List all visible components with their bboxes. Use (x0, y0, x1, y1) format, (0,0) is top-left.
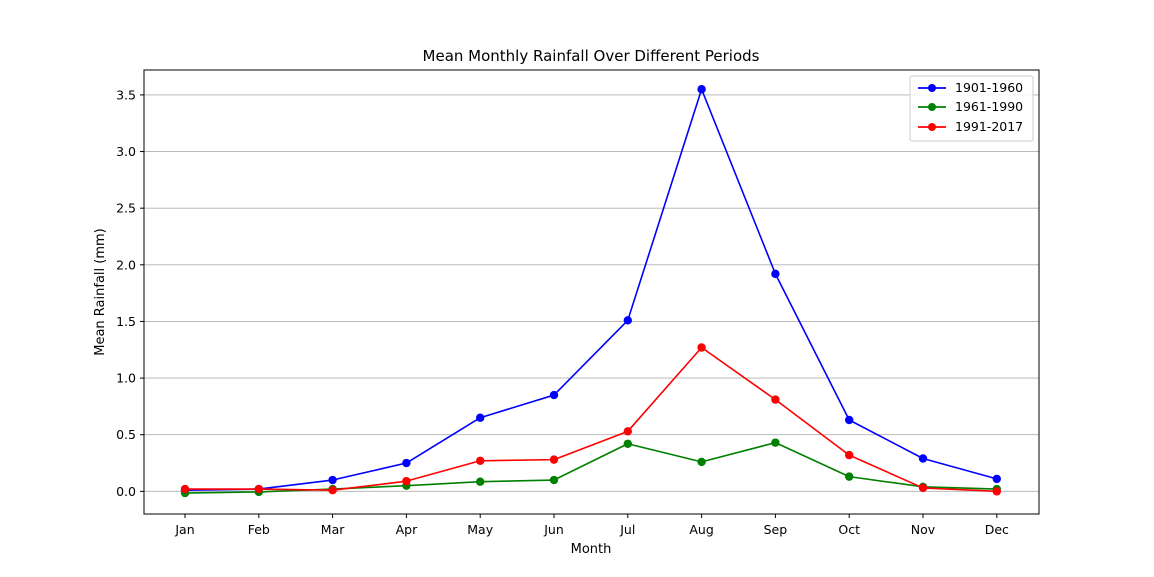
x-tick-label-jun: Jun (543, 522, 564, 537)
data-point-1961-1990-may (476, 477, 485, 486)
data-point-1901-1960-dec (992, 474, 1001, 484)
data-point-1991-2017-jan (180, 484, 190, 494)
data-point-1961-1990-sep (771, 438, 780, 447)
data-point-1901-1960-oct (845, 415, 854, 425)
data-point-1991-2017-dec (992, 487, 1001, 496)
series-line-1901-1960 (184, 88, 998, 492)
legend-label-1961-1990: 1961-1990 (955, 99, 1023, 114)
data-point-1961-1990-aug (697, 457, 706, 467)
x-tick-label-dec: Dec (985, 522, 1009, 537)
x-tick-label-jul: Jul (619, 522, 635, 537)
y-tick-label-5: 2.5 (116, 201, 136, 216)
x-tick-label-aug: Aug (689, 522, 713, 537)
data-point-1961-1990-jul (623, 439, 632, 448)
legend-marker-1991-2017 (928, 123, 936, 131)
y-tick-label-2: 1.0 (116, 371, 136, 386)
legend-label-1901-1960: 1901-1960 (955, 80, 1023, 95)
y-axis-ticks: 0.0 0.5 1.0 1.5 2.0 2.5 3.0 3.5 (116, 87, 144, 499)
y-tick-label-3: 1.5 (116, 314, 136, 329)
chart-title: Mean Monthly Rainfall Over Different Per… (423, 47, 760, 65)
data-point-1901-1960-aug (697, 85, 706, 94)
data-point-1961-1990-jun (549, 475, 559, 485)
data-point-1901-1960-mar (328, 475, 337, 485)
data-point-1901-1960-apr (402, 458, 411, 468)
plot-area-frame (143, 69, 1040, 515)
y-tick-label-6: 3.0 (116, 144, 136, 159)
y-tick-label-4: 2.0 (116, 257, 136, 272)
data-point-1991-2017-jul (623, 427, 632, 436)
data-point-1901-1960-may (476, 413, 485, 422)
x-tick-label-sep: Sep (764, 522, 788, 537)
legend-box (909, 75, 1034, 142)
y-tick-label-0: 0.0 (116, 484, 136, 499)
series-layer (180, 85, 1001, 498)
data-point-1901-1960-jun (549, 390, 559, 400)
x-tick-label-jan: Jan (174, 522, 194, 537)
data-point-1901-1960-sep (771, 269, 780, 279)
x-tick-label-may: May (467, 522, 493, 537)
legend-marker-1961-1990 (928, 103, 936, 111)
data-point-1991-2017-mar (328, 486, 337, 495)
x-axis-label: Month (571, 542, 612, 557)
data-point-1991-2017-feb (254, 484, 263, 494)
data-point-1991-2017-nov (918, 483, 928, 493)
y-tick-label-7: 3.5 (116, 87, 136, 102)
x-tick-label-oct: Oct (838, 522, 860, 537)
legend: 1901-1960 1961-1990 1991-2017 (909, 75, 1034, 142)
data-point-1991-2017-jun (549, 455, 559, 464)
data-point-1991-2017-sep (771, 395, 780, 404)
y-axis-label: Mean Rainfall (mm) (93, 228, 108, 356)
data-point-1961-1990-oct (845, 472, 854, 481)
y-tick-label-1: 0.5 (116, 427, 136, 442)
x-axis-ticks: Jan Feb Mar Apr May Jun Jul Aug Sep Oct Nov Dec (174, 514, 1009, 537)
data-point-1991-2017-apr (402, 476, 411, 486)
x-tick-label-feb: Feb (248, 522, 270, 537)
data-point-1991-2017-oct (845, 450, 854, 460)
x-tick-label-apr: Apr (396, 522, 418, 537)
x-tick-label-nov: Nov (911, 522, 936, 537)
data-point-1901-1960-nov (918, 454, 928, 463)
data-point-1991-2017-aug (697, 343, 706, 352)
data-point-1901-1960-jul (623, 316, 632, 325)
legend-marker-1901-1960 (928, 84, 936, 92)
series-line-1991-2017 (185, 346, 997, 493)
legend-label-1991-2017: 1991-2017 (955, 119, 1023, 134)
x-tick-label-mar: Mar (321, 522, 345, 537)
data-point-1991-2017-may (476, 456, 485, 465)
